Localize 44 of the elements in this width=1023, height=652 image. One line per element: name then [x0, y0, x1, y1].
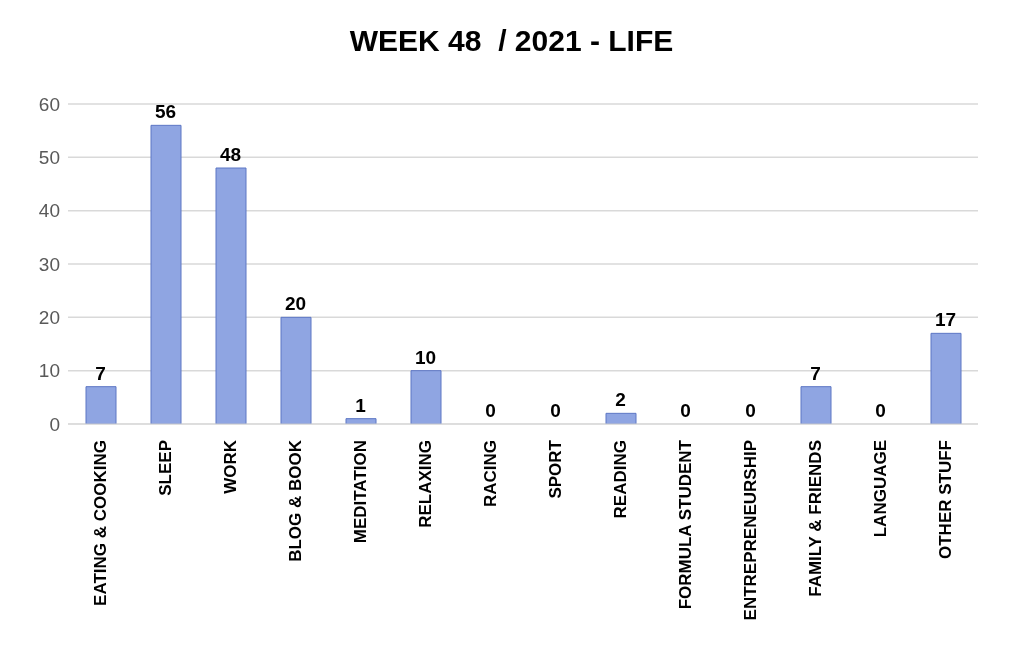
x-tick-label: SLEEP: [156, 440, 175, 496]
data-label: 17: [934, 309, 957, 331]
x-tick-label: BLOG & BOOK: [286, 439, 305, 562]
bar: [215, 167, 247, 424]
x-tick-label: FORMULA STUDENT: [676, 439, 695, 610]
y-tick-label: 60: [38, 93, 60, 115]
data-label: 0: [680, 400, 691, 421]
y-tick-label: 20: [38, 307, 60, 329]
data-label: 20: [284, 293, 307, 315]
y-tick-label: 0: [49, 413, 60, 435]
data-label: 56: [154, 101, 177, 123]
y-tick-label: 40: [38, 200, 60, 222]
data-label: 48: [219, 144, 242, 165]
x-tick-label: EATING & COOKING: [91, 440, 110, 606]
data-label: 0: [745, 400, 756, 421]
x-tick-label: LANGUAGE: [871, 440, 890, 538]
data-label: 2: [615, 389, 626, 411]
y-tick-label: 10: [38, 360, 60, 382]
x-tick-label: RACING: [481, 440, 500, 508]
x-tick-label: FAMILY & FRIENDS: [806, 440, 825, 597]
bar: [605, 412, 637, 424]
data-label: 10: [414, 346, 437, 368]
bar: [800, 386, 832, 424]
bar: [85, 386, 117, 424]
bar: [930, 332, 962, 424]
y-tick-label: 50: [38, 147, 60, 169]
chart-title: WEEK 48 / 2021 - LIFE: [348, 23, 675, 59]
data-label: 0: [550, 400, 561, 421]
data-label: 1: [355, 394, 367, 416]
bar: [150, 124, 182, 424]
x-tick-label: SPORT: [546, 439, 565, 499]
x-tick-label: OTHER STUFF: [936, 440, 955, 559]
y-tick-label: 30: [38, 253, 60, 275]
x-tick-label: WORK: [221, 439, 240, 494]
x-tick-label: MEDITATION: [351, 440, 370, 544]
data-label: 0: [875, 400, 886, 421]
x-tick-label: READING: [611, 440, 630, 519]
data-label: 0: [485, 400, 496, 421]
data-label: 7: [95, 362, 106, 384]
bar: [280, 316, 312, 424]
x-tick-label: ENTREPRENEURSHIP: [741, 440, 760, 621]
bar: [410, 370, 442, 424]
x-tick-label: RELAXING: [416, 440, 435, 528]
data-label: 7: [810, 362, 821, 384]
